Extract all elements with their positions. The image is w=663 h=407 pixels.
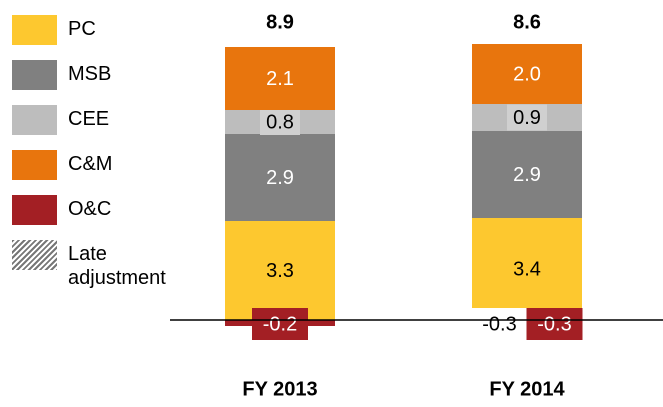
bar-segment xyxy=(472,44,582,104)
label-box xyxy=(260,109,300,135)
value-label: 2.9 xyxy=(266,167,294,189)
total-label: 8.9 xyxy=(266,11,294,33)
value-label: 0.8 xyxy=(266,111,294,133)
total-label: 8.6 xyxy=(513,11,541,33)
value-label: 2.1 xyxy=(266,68,294,90)
label-box xyxy=(526,308,583,340)
value-label: 0.9 xyxy=(513,107,541,129)
label-box xyxy=(507,104,547,131)
legend-swatch xyxy=(12,150,57,180)
legend-swatch xyxy=(12,195,57,225)
bar-segment xyxy=(472,218,582,320)
legend-label: PC xyxy=(68,18,96,40)
value-label: -0.3 xyxy=(537,313,571,335)
value-label: -0.2 xyxy=(263,313,297,335)
legend-swatch xyxy=(12,240,57,270)
label-box xyxy=(252,308,308,340)
legend-swatch xyxy=(12,15,57,45)
x-tick-label: FY 2013 xyxy=(242,378,317,400)
value-label: 3.4 xyxy=(513,258,541,280)
value-label: 2.9 xyxy=(513,164,541,186)
legend-label: C&M xyxy=(68,153,113,175)
bar-segment xyxy=(225,47,335,110)
legend-label: MSB xyxy=(68,63,112,85)
legend-label: O&C xyxy=(68,198,112,220)
x-tick-label: FY 2014 xyxy=(489,378,565,400)
bar-segment xyxy=(225,134,335,221)
label-box xyxy=(471,308,528,340)
value-label: 2.0 xyxy=(513,63,541,85)
value-label: 3.3 xyxy=(266,260,294,282)
bar-segment xyxy=(472,131,582,218)
legend-swatch xyxy=(12,105,57,135)
legend-swatch xyxy=(12,60,57,90)
bar-segment xyxy=(225,221,335,320)
value-label: -0.3 xyxy=(482,313,516,335)
legend-label: CEE xyxy=(68,108,110,130)
legend-label: Late adjustment xyxy=(68,243,166,289)
